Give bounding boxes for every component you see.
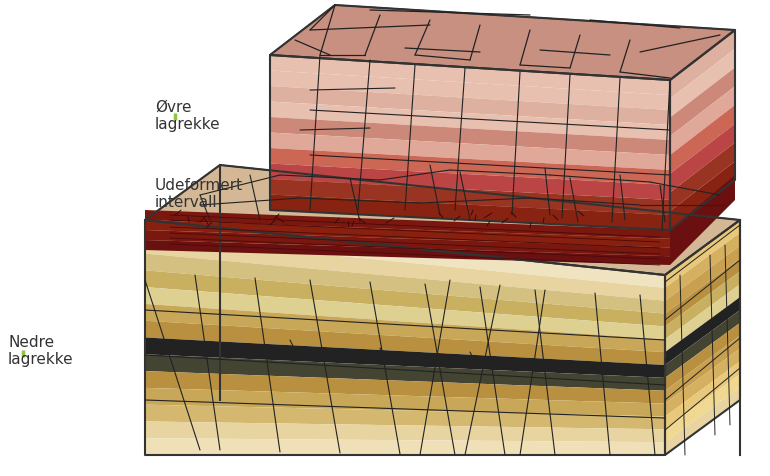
Polygon shape — [145, 304, 665, 352]
Polygon shape — [665, 387, 740, 455]
Polygon shape — [665, 310, 740, 378]
Polygon shape — [145, 270, 665, 327]
Text: Udeformert
intervall: Udeformert intervall — [155, 178, 243, 210]
Polygon shape — [670, 105, 735, 174]
Polygon shape — [145, 237, 665, 301]
Polygon shape — [665, 233, 740, 301]
Polygon shape — [665, 284, 740, 352]
Polygon shape — [145, 220, 665, 288]
Polygon shape — [665, 220, 740, 288]
Polygon shape — [145, 230, 670, 256]
Polygon shape — [670, 68, 735, 136]
Polygon shape — [270, 70, 670, 110]
Polygon shape — [270, 55, 670, 95]
Polygon shape — [145, 165, 740, 275]
Polygon shape — [670, 142, 735, 211]
Polygon shape — [665, 246, 740, 314]
Text: Nedre
lagrekke: Nedre lagrekke — [8, 335, 74, 367]
Polygon shape — [270, 148, 670, 185]
Polygon shape — [665, 271, 740, 339]
Polygon shape — [145, 421, 665, 442]
Polygon shape — [670, 161, 735, 230]
Polygon shape — [145, 405, 665, 429]
Polygon shape — [670, 30, 735, 99]
Polygon shape — [145, 287, 665, 339]
Polygon shape — [270, 179, 670, 215]
Polygon shape — [145, 354, 665, 391]
Polygon shape — [670, 175, 735, 265]
Polygon shape — [665, 361, 740, 429]
Polygon shape — [145, 337, 665, 378]
Polygon shape — [665, 323, 740, 391]
Polygon shape — [270, 195, 670, 230]
Polygon shape — [270, 117, 670, 155]
Text: Øvre
lagrekke: Øvre lagrekke — [155, 100, 221, 132]
Polygon shape — [145, 254, 665, 314]
Polygon shape — [145, 321, 665, 365]
Polygon shape — [270, 132, 670, 170]
Polygon shape — [145, 210, 670, 239]
Polygon shape — [665, 297, 740, 365]
Polygon shape — [145, 438, 665, 455]
Polygon shape — [145, 240, 670, 265]
Polygon shape — [270, 163, 670, 200]
Polygon shape — [145, 388, 665, 416]
Polygon shape — [270, 5, 735, 80]
Polygon shape — [670, 86, 735, 155]
Polygon shape — [145, 371, 665, 404]
Polygon shape — [270, 101, 670, 140]
Polygon shape — [665, 348, 740, 416]
Polygon shape — [665, 374, 740, 442]
Polygon shape — [670, 124, 735, 192]
Polygon shape — [145, 220, 670, 248]
Polygon shape — [665, 258, 740, 327]
Polygon shape — [670, 49, 735, 118]
Polygon shape — [270, 86, 670, 125]
Polygon shape — [665, 336, 740, 404]
